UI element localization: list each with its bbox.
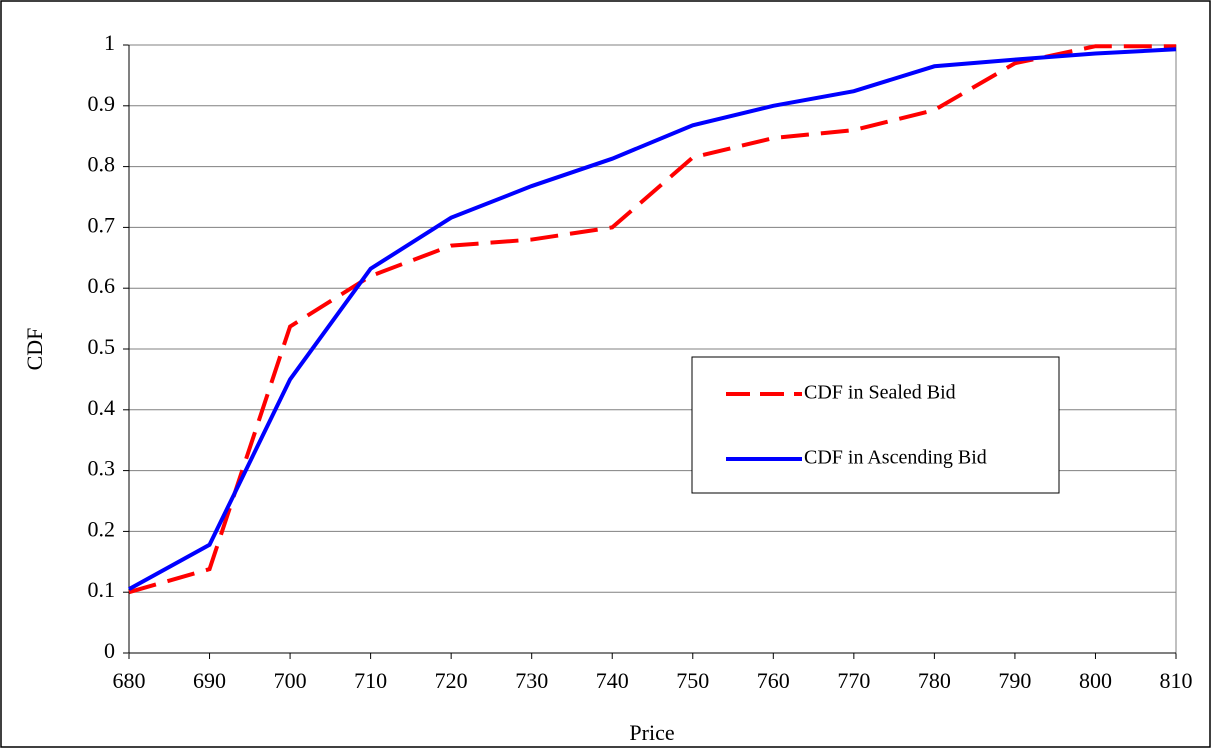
- x-tick-label: 790: [998, 668, 1031, 693]
- y-tick-label: 0.2: [88, 516, 116, 541]
- x-tick-label: 690: [193, 668, 226, 693]
- legend-label: CDF in Ascending Bid: [804, 447, 987, 469]
- x-tick-label: 810: [1160, 668, 1193, 693]
- x-tick-label: 680: [113, 668, 146, 693]
- series-line: [128, 47, 1177, 591]
- x-tick-label: 760: [757, 668, 790, 693]
- y-tick-label: 0.8: [88, 152, 116, 177]
- x-tick-label: 800: [1079, 668, 1112, 693]
- y-tick-label: 0.1: [88, 577, 116, 602]
- x-tick-label: 740: [596, 668, 629, 693]
- y-tick-label: 0.4: [88, 395, 116, 420]
- x-axis-label: Price: [629, 720, 674, 745]
- y-tick-label: 1: [104, 30, 115, 55]
- series-line: [128, 44, 1176, 595]
- x-tick-label: 720: [435, 668, 468, 693]
- legend-label: CDF in Sealed Bid: [804, 382, 956, 404]
- y-axis-label: CDF: [22, 328, 47, 371]
- y-tick-label: 0.5: [88, 334, 116, 359]
- x-tick-label: 710: [354, 668, 387, 693]
- x-tick-label: 700: [274, 668, 307, 693]
- legend-box: [691, 356, 1060, 494]
- y-tick-label: 0: [104, 638, 115, 663]
- x-tick-label: 750: [676, 668, 709, 693]
- x-tick-label: 730: [515, 668, 548, 693]
- x-tick-label: 770: [837, 668, 870, 693]
- y-tick-label: 0.7: [88, 212, 116, 237]
- y-tick-label: 0.9: [88, 91, 116, 116]
- y-tick-label: 0.6: [88, 273, 116, 298]
- y-tick-label: 0.3: [88, 456, 116, 481]
- x-tick-label: 780: [918, 668, 951, 693]
